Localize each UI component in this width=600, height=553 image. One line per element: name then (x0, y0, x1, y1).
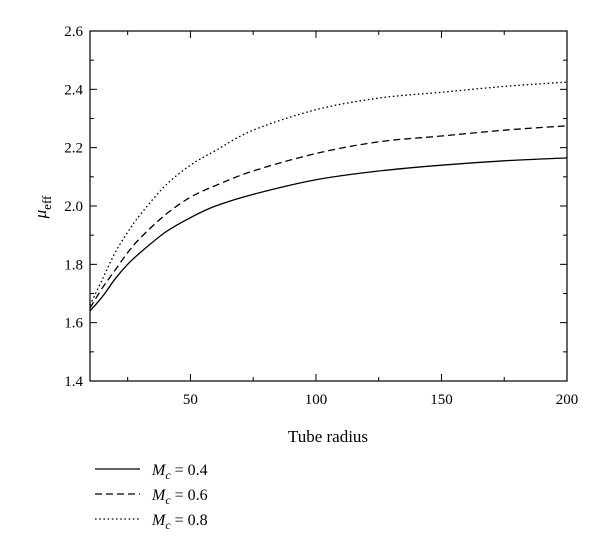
legend-label-3: Mc = 0.8 (151, 512, 208, 532)
y-axis-label: μeff (31, 195, 54, 219)
legend-label-2: Mc = 0.6 (151, 487, 208, 507)
y-tick-label: 1.6 (64, 316, 83, 332)
y-tick-label: 2.4 (64, 82, 83, 98)
legend-label-1: Mc = 0.4 (151, 462, 208, 482)
series-line-3 (89, 81, 568, 306)
tick-labels: 50 100 150 200 1.4 1.6 1.8 2.0 2.2 2.4 2.6 (64, 24, 578, 408)
x-tick-label: 150 (430, 392, 453, 408)
y-tick-label: 2.2 (64, 141, 83, 157)
axis-ticks (90, 30, 568, 382)
y-tick-label: 2.6 (64, 24, 83, 40)
series-lines (89, 81, 568, 312)
x-axis-label: Tube radius (288, 427, 368, 446)
x-tick-label: 200 (556, 392, 579, 408)
y-tick-label: 2.0 (64, 199, 83, 215)
series-line-2 (89, 125, 568, 309)
x-tick-label: 100 (305, 392, 328, 408)
legend: Mc = 0.4 Mc = 0.6 Mc = 0.8 (95, 462, 208, 532)
y-tick-label: 1.8 (64, 257, 83, 273)
plot-frame (89, 30, 568, 382)
series-line-1 (89, 157, 568, 312)
x-tick-label: 50 (183, 392, 198, 408)
y-tick-label: 1.4 (64, 374, 83, 390)
